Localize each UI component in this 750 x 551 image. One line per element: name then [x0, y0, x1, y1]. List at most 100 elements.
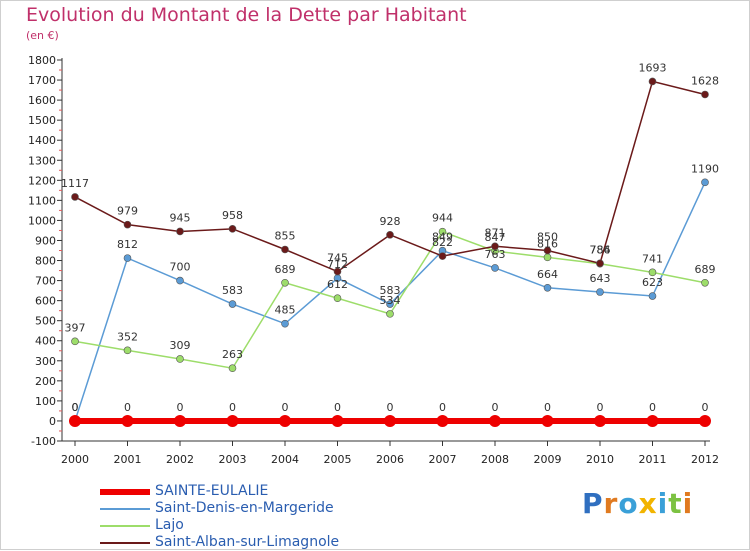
data-point — [384, 414, 396, 427]
data-label: 1190 — [691, 162, 719, 175]
data-point — [174, 414, 186, 427]
data-label: 664 — [537, 268, 558, 281]
data-label: 0 — [649, 401, 656, 414]
data-label: 979 — [117, 205, 138, 218]
data-label: 0 — [702, 401, 709, 414]
data-point — [69, 414, 81, 427]
y-tick-label: 500 — [35, 315, 56, 328]
data-label: 822 — [432, 236, 453, 249]
data-label: 745 — [327, 252, 348, 265]
x-tick-label: 2011 — [639, 453, 667, 466]
data-label: 944 — [432, 212, 453, 225]
x-tick-label: 2002 — [166, 453, 194, 466]
data-point — [226, 414, 239, 427]
data-label: 583 — [222, 284, 243, 297]
legend-label: Saint-Alban-sur-Limagnole — [155, 534, 340, 550]
data-label: 0 — [229, 401, 236, 414]
data-label: 0 — [597, 401, 604, 414]
data-point — [543, 253, 552, 262]
data-point — [701, 278, 709, 287]
data-label: 849 — [432, 231, 453, 244]
data-point — [646, 414, 659, 427]
data-label: 700 — [170, 261, 191, 274]
data-label: 485 — [275, 304, 296, 317]
data-point — [279, 414, 291, 427]
data-label: 643 — [590, 272, 611, 285]
logo-letter: x — [638, 487, 658, 520]
logo-letter: r — [603, 487, 619, 520]
x-tick-label: 2003 — [219, 453, 247, 466]
logo-letter: t — [668, 487, 683, 520]
x-tick-label: 2001 — [114, 453, 142, 466]
y-tick-label: 1700 — [28, 74, 56, 87]
data-label: 0 — [124, 401, 131, 414]
data-label: 0 — [334, 401, 341, 414]
data-point — [596, 259, 604, 268]
y-tick-label: 1600 — [28, 94, 56, 107]
legend-swatch — [100, 508, 150, 510]
data-label: 0 — [72, 401, 79, 414]
data-label: 0 — [387, 401, 394, 414]
x-tick-label: 2009 — [534, 453, 562, 466]
data-label: 945 — [170, 211, 191, 224]
data-label: 784 — [590, 244, 611, 257]
y-tick-label: 0 — [49, 415, 56, 428]
data-point — [228, 364, 237, 373]
logo-letter: i — [657, 487, 669, 520]
data-point — [436, 414, 449, 427]
data-label: 0 — [544, 401, 551, 414]
x-tick-label: 2004 — [271, 453, 299, 466]
data-point — [386, 300, 394, 308]
data-point — [489, 414, 501, 427]
legend-label: Saint-Denis-en-Margeride — [155, 500, 334, 516]
data-label: 1628 — [691, 74, 719, 87]
proxiti-logo: Proxiti — [582, 487, 693, 520]
data-label: 786 — [590, 243, 611, 256]
data-point — [123, 220, 132, 229]
data-point — [228, 300, 237, 308]
y-tick-label: 100 — [35, 395, 56, 408]
data-label: 0 — [72, 401, 79, 414]
data-label: 850 — [537, 231, 558, 244]
x-tick-label: 2007 — [429, 453, 457, 466]
x-tick-label: 2000 — [61, 453, 89, 466]
data-point — [333, 267, 342, 276]
data-point — [71, 337, 79, 346]
data-label: 1117 — [61, 177, 89, 190]
data-point — [333, 294, 342, 303]
data-point — [386, 231, 394, 239]
chart-subtitle: (en €) — [26, 29, 59, 42]
chart-title: Evolution du Montant de la Dette par Hab… — [26, 4, 467, 26]
x-tick-label: 2005 — [324, 453, 352, 466]
y-tick-label: 600 — [35, 295, 56, 308]
data-point — [594, 414, 606, 427]
data-point — [701, 178, 709, 187]
data-label: 534 — [380, 294, 401, 307]
legend-swatch — [100, 489, 150, 495]
y-tick-label: 800 — [35, 255, 56, 268]
x-tick-label: 2010 — [586, 453, 614, 466]
logo-letter: o — [618, 487, 639, 520]
data-point — [648, 268, 657, 277]
data-point — [541, 414, 554, 427]
data-label: 583 — [380, 284, 401, 297]
legend-label: SAINTE-EULALIE — [155, 483, 269, 499]
data-label: 712 — [327, 258, 348, 271]
data-label: 847 — [485, 231, 506, 244]
series-line — [74, 80, 706, 273]
y-tick-label: 1100 — [28, 194, 56, 207]
data-point — [699, 414, 711, 427]
data-point — [123, 254, 132, 262]
data-point — [281, 245, 289, 254]
logo-letter: P — [582, 487, 604, 520]
data-label: 0 — [177, 401, 184, 414]
data-point — [543, 246, 552, 255]
data-point — [281, 319, 289, 328]
data-point — [228, 225, 237, 233]
y-tick-label: 1400 — [28, 134, 56, 147]
data-point — [176, 276, 184, 285]
data-point — [71, 193, 79, 201]
data-label: 309 — [170, 339, 191, 352]
data-label: 689 — [275, 263, 296, 276]
